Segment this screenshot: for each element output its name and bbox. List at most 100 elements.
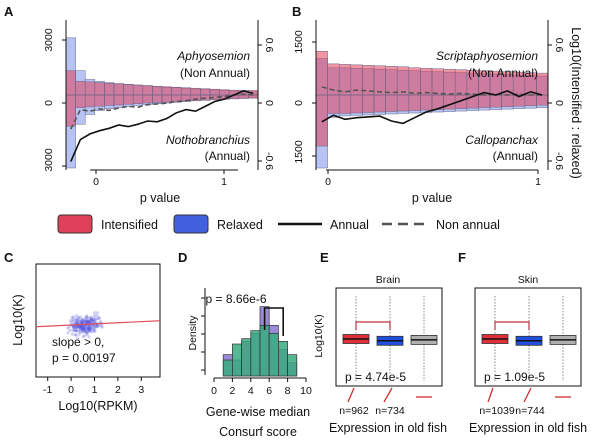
c-point (79, 319, 83, 324)
c-point (77, 332, 81, 336)
a-bar-intensified-annual-7 (132, 94, 144, 105)
c-point (88, 329, 92, 333)
f-significance-bracket (494, 321, 530, 330)
c-point (89, 318, 94, 322)
c-point (78, 319, 82, 323)
c-point (74, 325, 78, 329)
f-xlabel: Expression in old fish (469, 421, 587, 435)
b-xlabel: p value (412, 191, 452, 205)
a-bar-intensified-annual-10 (161, 94, 172, 103)
c-point (84, 315, 88, 319)
b-y2tick-bottom: -0.6 (553, 152, 565, 170)
a-bar-intensified-annual-5 (113, 94, 124, 106)
c-point (88, 326, 92, 330)
c-point (79, 325, 83, 329)
c-point (87, 324, 91, 328)
b-bar-intensified-nonannual-10 (431, 68, 444, 96)
c-point (92, 326, 96, 330)
b-bar-intensified-annual-18 (524, 94, 537, 106)
c-point (80, 321, 84, 325)
a-bar-intensified-nonannual-3 (94, 82, 105, 96)
c-point (97, 316, 101, 320)
d-xtick-0: 0 (211, 385, 217, 397)
c-point (82, 334, 87, 338)
c-point (85, 329, 90, 334)
panel-b: 1500 0 1500 0.6 0 -0.6 Log10(Intensified… (293, 20, 583, 205)
c-point (92, 311, 97, 315)
f-n-label-1: n=1039 (479, 405, 514, 417)
c-point (93, 328, 97, 332)
c-point (85, 327, 89, 331)
c-point (88, 326, 93, 330)
panel-letter-b: B (292, 4, 301, 19)
c-point (91, 320, 95, 324)
a-bar-intensified-nonannual-12 (180, 87, 192, 96)
c-point (82, 326, 87, 330)
c-point (87, 320, 91, 324)
e-ylabel: Log10(K) (313, 314, 325, 357)
c-point (80, 326, 84, 331)
a-bar-intensified-nonannual-15 (209, 88, 220, 96)
c-point (72, 325, 77, 329)
b-bar-intensified-annual-15 (489, 94, 502, 108)
b-bar-intensified-nonannual-9 (420, 67, 433, 96)
c-point (83, 328, 87, 332)
c-point (85, 331, 89, 335)
a-bar-intensified-nonannual-4 (104, 83, 115, 96)
b-bar-intensified-annual-19 (536, 94, 549, 106)
c-point (78, 324, 82, 329)
b-right-ylabel: Log10(Intensified : relaxed) (569, 27, 583, 178)
c-annotation-1: slope > 0, (52, 335, 104, 349)
a-top-type: (Non Annual) (180, 66, 250, 80)
c-point (88, 319, 92, 323)
c-point (89, 316, 93, 320)
c-point (84, 319, 88, 323)
c-point (75, 325, 80, 330)
c-point (80, 318, 84, 322)
a-xtick-0: 0 (93, 176, 99, 188)
a-bar-intensified-nonannual-0 (65, 70, 76, 96)
c-point (81, 318, 85, 322)
e-n-label-1: n=962 (339, 405, 369, 417)
b-bar-intensified-annual-14 (478, 94, 491, 108)
e-arrow-1 (383, 387, 393, 403)
panel-d: Density p = 8.66e-6 0 2 4 6 8 10 Gene-wise me… (187, 288, 312, 439)
c-point (90, 318, 94, 322)
c-point (79, 325, 83, 329)
c-point (93, 320, 97, 324)
d-bar-annual-0 (222, 359, 233, 377)
c-point (74, 319, 79, 323)
c-point (84, 330, 88, 334)
c-point (95, 314, 99, 318)
c-point (67, 325, 71, 329)
a-bar-intensified-nonannual-8 (142, 85, 153, 96)
b-bar-intensified-annual-8 (408, 94, 421, 111)
b-y2tick-top: 0.6 (553, 38, 565, 53)
c-point (83, 319, 87, 323)
b-bar-intensified-nonannual-6 (385, 66, 398, 96)
c-point (74, 333, 78, 337)
c-point (88, 316, 92, 320)
c-point (93, 329, 97, 333)
b-bar-intensified-nonannual-7 (396, 66, 410, 96)
legend-label-nonannual: Non annual (436, 218, 500, 232)
a-bar-intensified-annual-1 (75, 94, 86, 108)
c-trend-line (35, 320, 161, 328)
panel-f: Skin p = 1.09e-5 n=1039 n=744 Expression… (469, 274, 587, 435)
c-point (75, 329, 79, 333)
c-point (83, 329, 87, 333)
c-point (81, 326, 85, 330)
c-xtick-4: 3 (138, 384, 144, 396)
f-n-label-2: n=744 (515, 405, 545, 417)
a-bar-intensified-annual-3 (94, 94, 105, 107)
a-bar-intensified-annual-18 (238, 94, 249, 99)
c-point (80, 324, 84, 328)
c-point (76, 317, 80, 321)
c-point (87, 325, 91, 329)
c-point (97, 324, 101, 328)
c-point (79, 320, 84, 325)
a-bar-intensified-nonannual-5 (113, 83, 124, 96)
c-point (93, 323, 97, 328)
c-point (79, 325, 83, 330)
